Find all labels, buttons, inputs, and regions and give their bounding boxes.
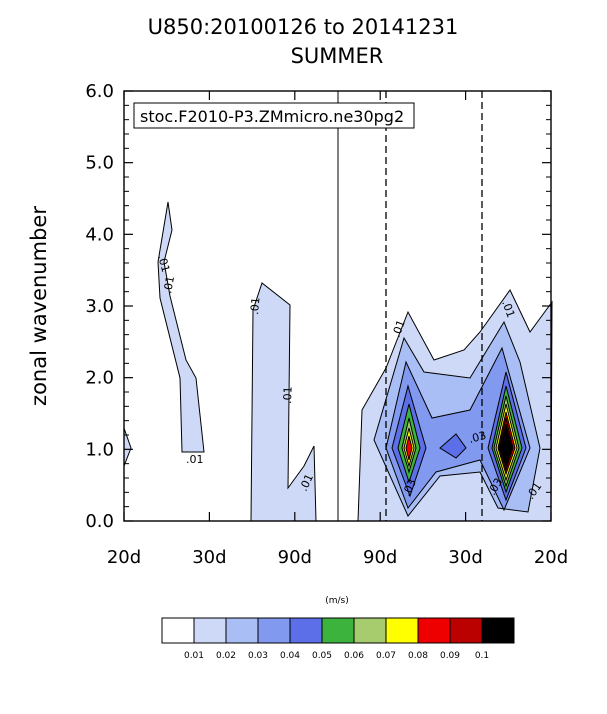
colorbar-swatch <box>225 617 259 644</box>
colorbar-swatch <box>193 617 227 644</box>
colorbar-swatch <box>385 617 419 644</box>
chart-subtitle: SUMMER <box>291 44 384 68</box>
colorbar-swatch <box>417 617 451 644</box>
colorbar-swatch <box>321 617 355 644</box>
colorbar: 0.01 0.02 0.03 0.04 0.05 0.06 0.07 0.08 0.09 0.1 <box>161 617 515 661</box>
contour-label: .01 <box>248 297 262 316</box>
x-tick-label: 30d <box>448 547 482 568</box>
contour-fill-level-8 <box>405 435 413 461</box>
legend-frame <box>133 102 415 129</box>
colorbar-level-label: 0.02 <box>216 651 236 661</box>
legend-text: stoc.F2010-P3.ZMmicro.ne30pg2 <box>140 107 404 126</box>
contour-label: .01 <box>499 299 517 320</box>
colorbar-level-label: 0.06 <box>344 651 364 661</box>
colorbar-swatch <box>289 617 323 644</box>
contour-fill-level-1 <box>157 201 205 453</box>
colorbar-level-label: 0.01 <box>184 651 204 661</box>
colorbar-swatch <box>481 617 515 644</box>
colorbar-swatch <box>257 617 291 644</box>
colorbar-swatch <box>161 617 195 644</box>
units-label: (m/s) <box>325 596 349 606</box>
contour-fill-level-1 <box>250 282 317 522</box>
y-axis-label: zonal wavenumber <box>27 206 51 406</box>
contour-fill-level-3 <box>385 346 531 512</box>
y-tick-label: 6.0 <box>85 81 114 102</box>
x-tick-label: 90d <box>363 547 397 568</box>
y-tick-label: 1.0 <box>85 439 114 460</box>
chart-title: U850:20100126 to 20141231 <box>148 15 459 39</box>
x-tick-label: 90d <box>278 547 312 568</box>
y-tick-label: 0.0 <box>85 511 114 532</box>
y-tick-label: 5.0 <box>85 153 114 174</box>
y-tick-label: 3.0 <box>85 296 114 317</box>
colorbar-level-label: 0.07 <box>376 651 396 661</box>
contour-fills <box>123 201 553 522</box>
colorbar-level-label: 0.09 <box>440 651 460 661</box>
colorbar-level-label: 0.1 <box>475 651 489 661</box>
colorbar-level-label: 0.04 <box>280 651 300 661</box>
contour-fill-level-4 <box>439 433 467 459</box>
y-axis: 0.0 1.0 2.0 3.0 4.0 5.0 6.0 <box>85 81 551 532</box>
colorbar-swatch <box>353 617 387 644</box>
legend-box: stoc.F2010-P3.ZMmicro.ne30pg2 <box>133 102 415 129</box>
contour-label: .01 <box>390 318 408 339</box>
colorbar-level-label: 0.05 <box>312 651 332 661</box>
x-tick-label: 20d <box>107 547 141 568</box>
y-tick-label: 4.0 <box>85 224 114 245</box>
colorbar-level-label: 0.03 <box>248 651 268 661</box>
contour-label: .01 <box>161 275 177 294</box>
contour-label: .01 <box>281 386 295 404</box>
x-tick-label: 30d <box>192 547 226 568</box>
colorbar-level-label: 0.08 <box>408 651 428 661</box>
contour-label: .01 <box>186 453 204 466</box>
x-axis: 20d 30d 90d 90d 30d 20d <box>107 91 568 568</box>
contour-fill-level-1 <box>123 427 132 467</box>
contour-fill-level-10 <box>499 423 513 468</box>
contour-label: .01 <box>155 253 172 273</box>
y-tick-label: 2.0 <box>85 368 114 389</box>
x-tick-label: 20d <box>534 547 568 568</box>
colorbar-swatch <box>449 617 483 644</box>
